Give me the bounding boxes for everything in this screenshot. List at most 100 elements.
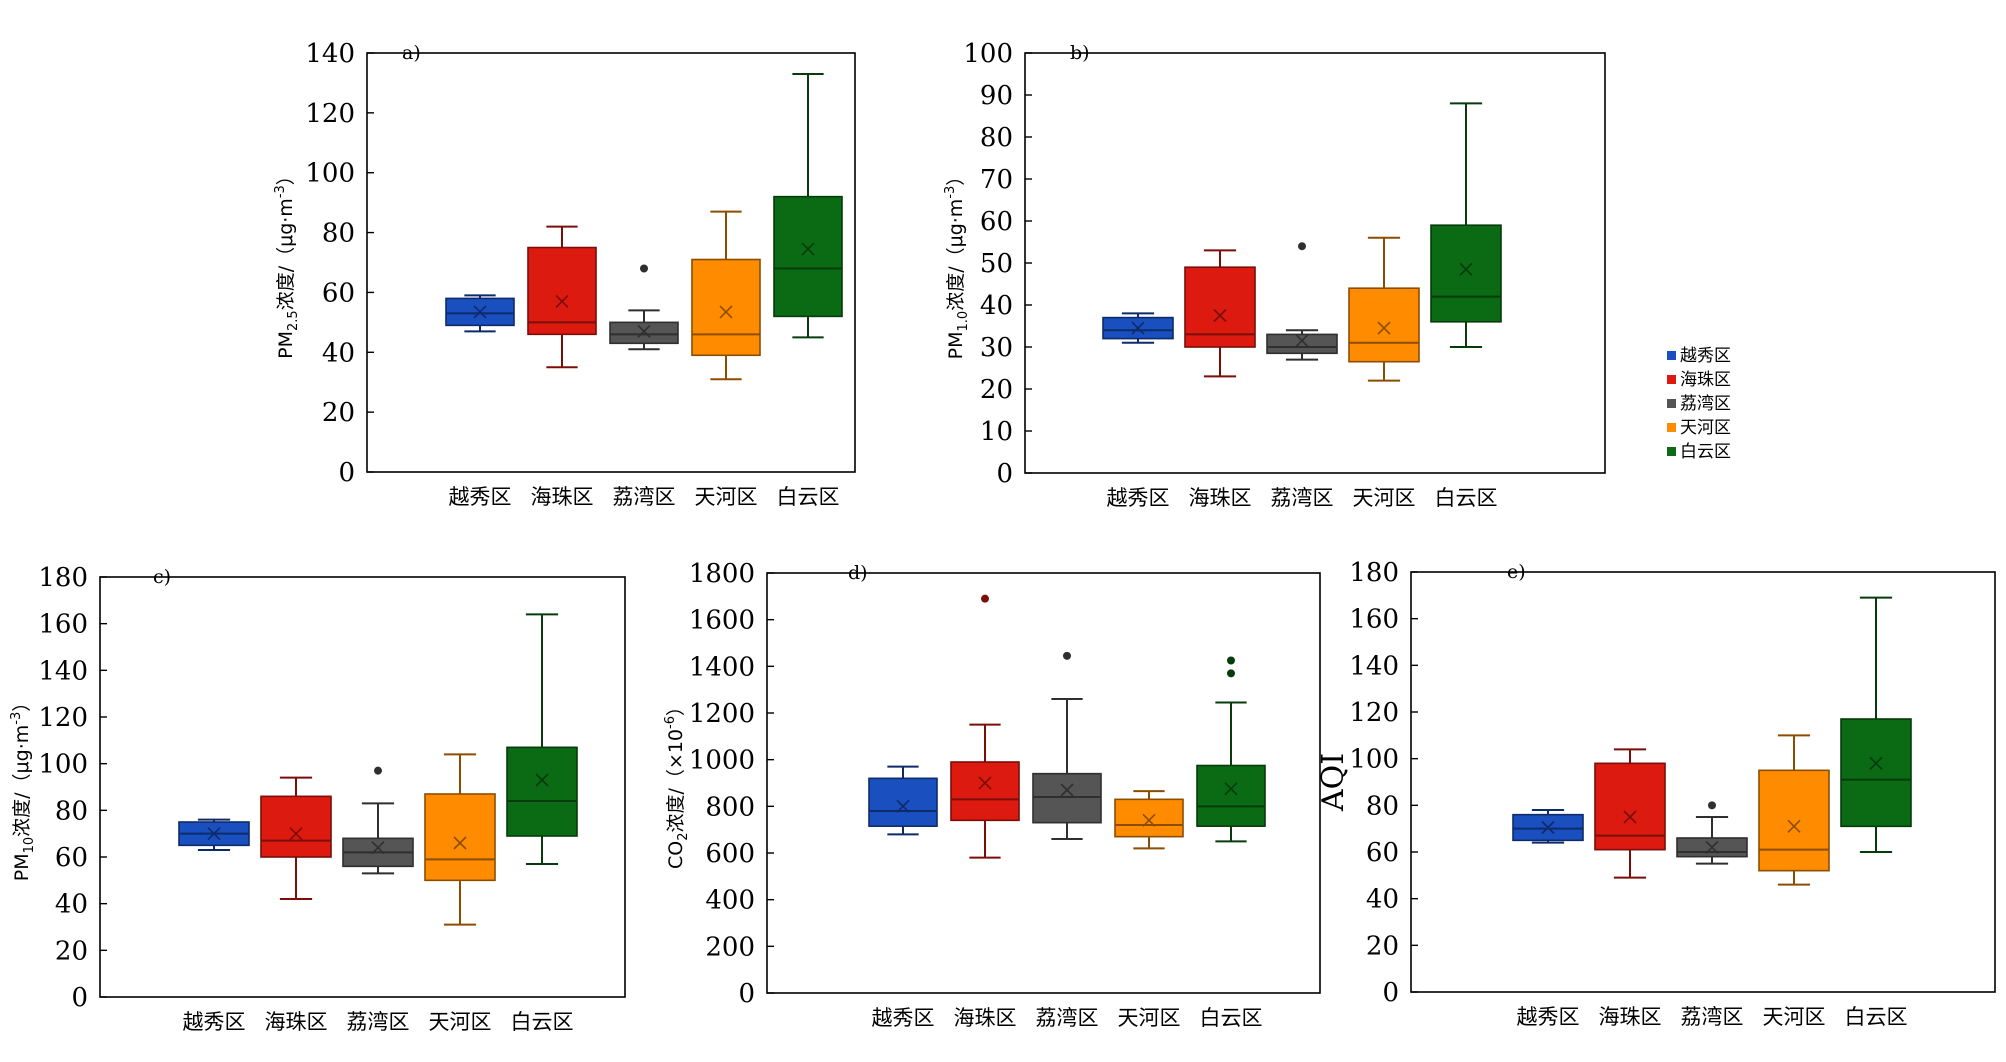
mean-marker [1224,782,1238,796]
y-tick-label: 0 [738,979,755,1009]
y-tick-label: 40 [55,890,88,920]
legend-label: 白云区 [1680,442,1731,462]
y-axis-label: AQI [1316,753,1351,812]
chart-panel-1: 0 20 40 60 80 100 120 140 a) PM2.5浓度/（μg·m-3） 越秀区海… [273,39,856,509]
y-axis-label: CO2浓度/（×10-6） [663,697,691,869]
outlier-point [1227,656,1235,665]
y-tick-label: 60 [1366,838,1399,868]
legend-item: 天河区 [1667,418,1731,438]
mean-marker [637,324,651,338]
outlier-point [374,766,382,775]
y-axis-label: PM1.0浓度/（μg·m-3） [943,167,971,360]
box-2 [1184,249,1256,378]
outlier-point [640,264,648,273]
y-tick-label: 40 [980,291,1013,321]
box-iqr [1840,718,1912,828]
y-tick-label: 120 [38,703,88,733]
mean-marker [1295,334,1309,348]
category-label: 白云区 [511,1010,574,1034]
box-3 [1676,801,1748,865]
category-label: 海珠区 [1189,486,1252,510]
y-axis-label-pre: PM [275,331,297,359]
box-iqr [609,321,679,345]
y-tick-label: 0 [71,983,88,1013]
y-tick-label: 20 [980,375,1013,405]
category-label: 天河区 [1353,486,1416,510]
y-tick-label: 180 [1349,558,1399,588]
plot-frame [766,572,1321,994]
mean-marker [1377,321,1391,335]
legend-label: 越秀区 [1680,346,1731,366]
y-tick-label: 100 [963,39,1013,69]
y-tick-label: 600 [705,839,755,869]
y-axis-label-mid: 浓度/（×10 [665,729,687,833]
category-label: 海珠区 [1599,1005,1662,1029]
outlier-point [1227,669,1235,678]
plot-frame [1024,52,1606,474]
y-tick-label: 90 [980,81,1013,111]
y-tick-label: 20 [322,398,355,428]
legend-swatch [1667,423,1676,432]
y-tick-label: 160 [38,610,88,640]
mean-marker [1787,819,1801,833]
mean-marker [453,836,467,850]
mean-marker [207,827,221,841]
box-2 [527,225,597,369]
plot-frame [1410,571,1996,993]
y-axis-label-mid: 浓度/（μg·m [275,198,297,310]
box-iqr [1196,764,1266,827]
outlier-point [981,594,989,603]
y-tick-label: 140 [38,656,88,686]
y-axis-label-post: ） [11,693,33,712]
y-tick-label: 0 [1382,978,1399,1008]
box-3 [342,766,414,875]
panel-label: c) [153,566,171,588]
y-tick-label: 1200 [689,699,755,729]
panel-label: a) [402,42,421,64]
box-iqr [506,746,578,837]
legend-item: 越秀区 [1667,346,1731,366]
box-iqr [527,246,597,336]
y-axis-label-mid: 浓度/（μg·m [945,199,967,311]
y-axis-label-sup: -6 [663,716,678,729]
y-axis-label-sup: -3 [9,712,24,725]
category-label: 荔湾区 [613,485,676,509]
y-tick-label: 200 [705,932,755,962]
y-tick-label: 120 [305,99,355,129]
box-5 [1430,102,1502,348]
y-tick-label: 100 [1349,745,1399,775]
y-tick-label: 10 [980,417,1013,447]
chart-panel-5: 0 20 40 60 80 100 120 140 160 180 e) AQI 越秀区 海珠区 荔湾区 天河… [1316,558,1996,1029]
y-tick-label: 50 [980,249,1013,279]
y-axis-label-sub: 2 [676,832,691,840]
chart-panel-2: 0 10 20 30 40 50 60 70 80 90 100 b) PM1.0浓度/（μg·m-3）… [943,39,1606,510]
box-iqr [260,795,332,858]
category-label: 荔湾区 [1681,1005,1744,1029]
mean-marker [1623,810,1637,824]
box-1 [178,818,250,851]
y-axis-label-sub: 2.5 [286,310,301,331]
box-5 [1840,596,1912,853]
box-iqr [1266,333,1338,355]
box-iqr [1430,224,1502,323]
y-tick-label: 60 [980,207,1013,237]
y-tick-label: 100 [305,159,355,189]
y-tick-label: 80 [322,219,355,249]
y-tick-label: 0 [338,458,355,488]
category-label: 海珠区 [954,1006,1017,1030]
y-tick-label: 40 [1366,885,1399,915]
y-tick-label: 800 [705,792,755,822]
y-axis-label-mid: AQI [1316,753,1351,812]
box-5 [773,72,843,339]
mean-marker [535,773,549,787]
box-4 [424,753,496,926]
category-label: 白云区 [1845,1005,1908,1029]
mean-marker [1869,756,1883,770]
mean-marker [801,242,815,256]
mean-marker [896,799,910,813]
legend-item: 海珠区 [1667,370,1731,390]
box-4 [1758,734,1830,886]
box-iqr [1032,772,1102,824]
